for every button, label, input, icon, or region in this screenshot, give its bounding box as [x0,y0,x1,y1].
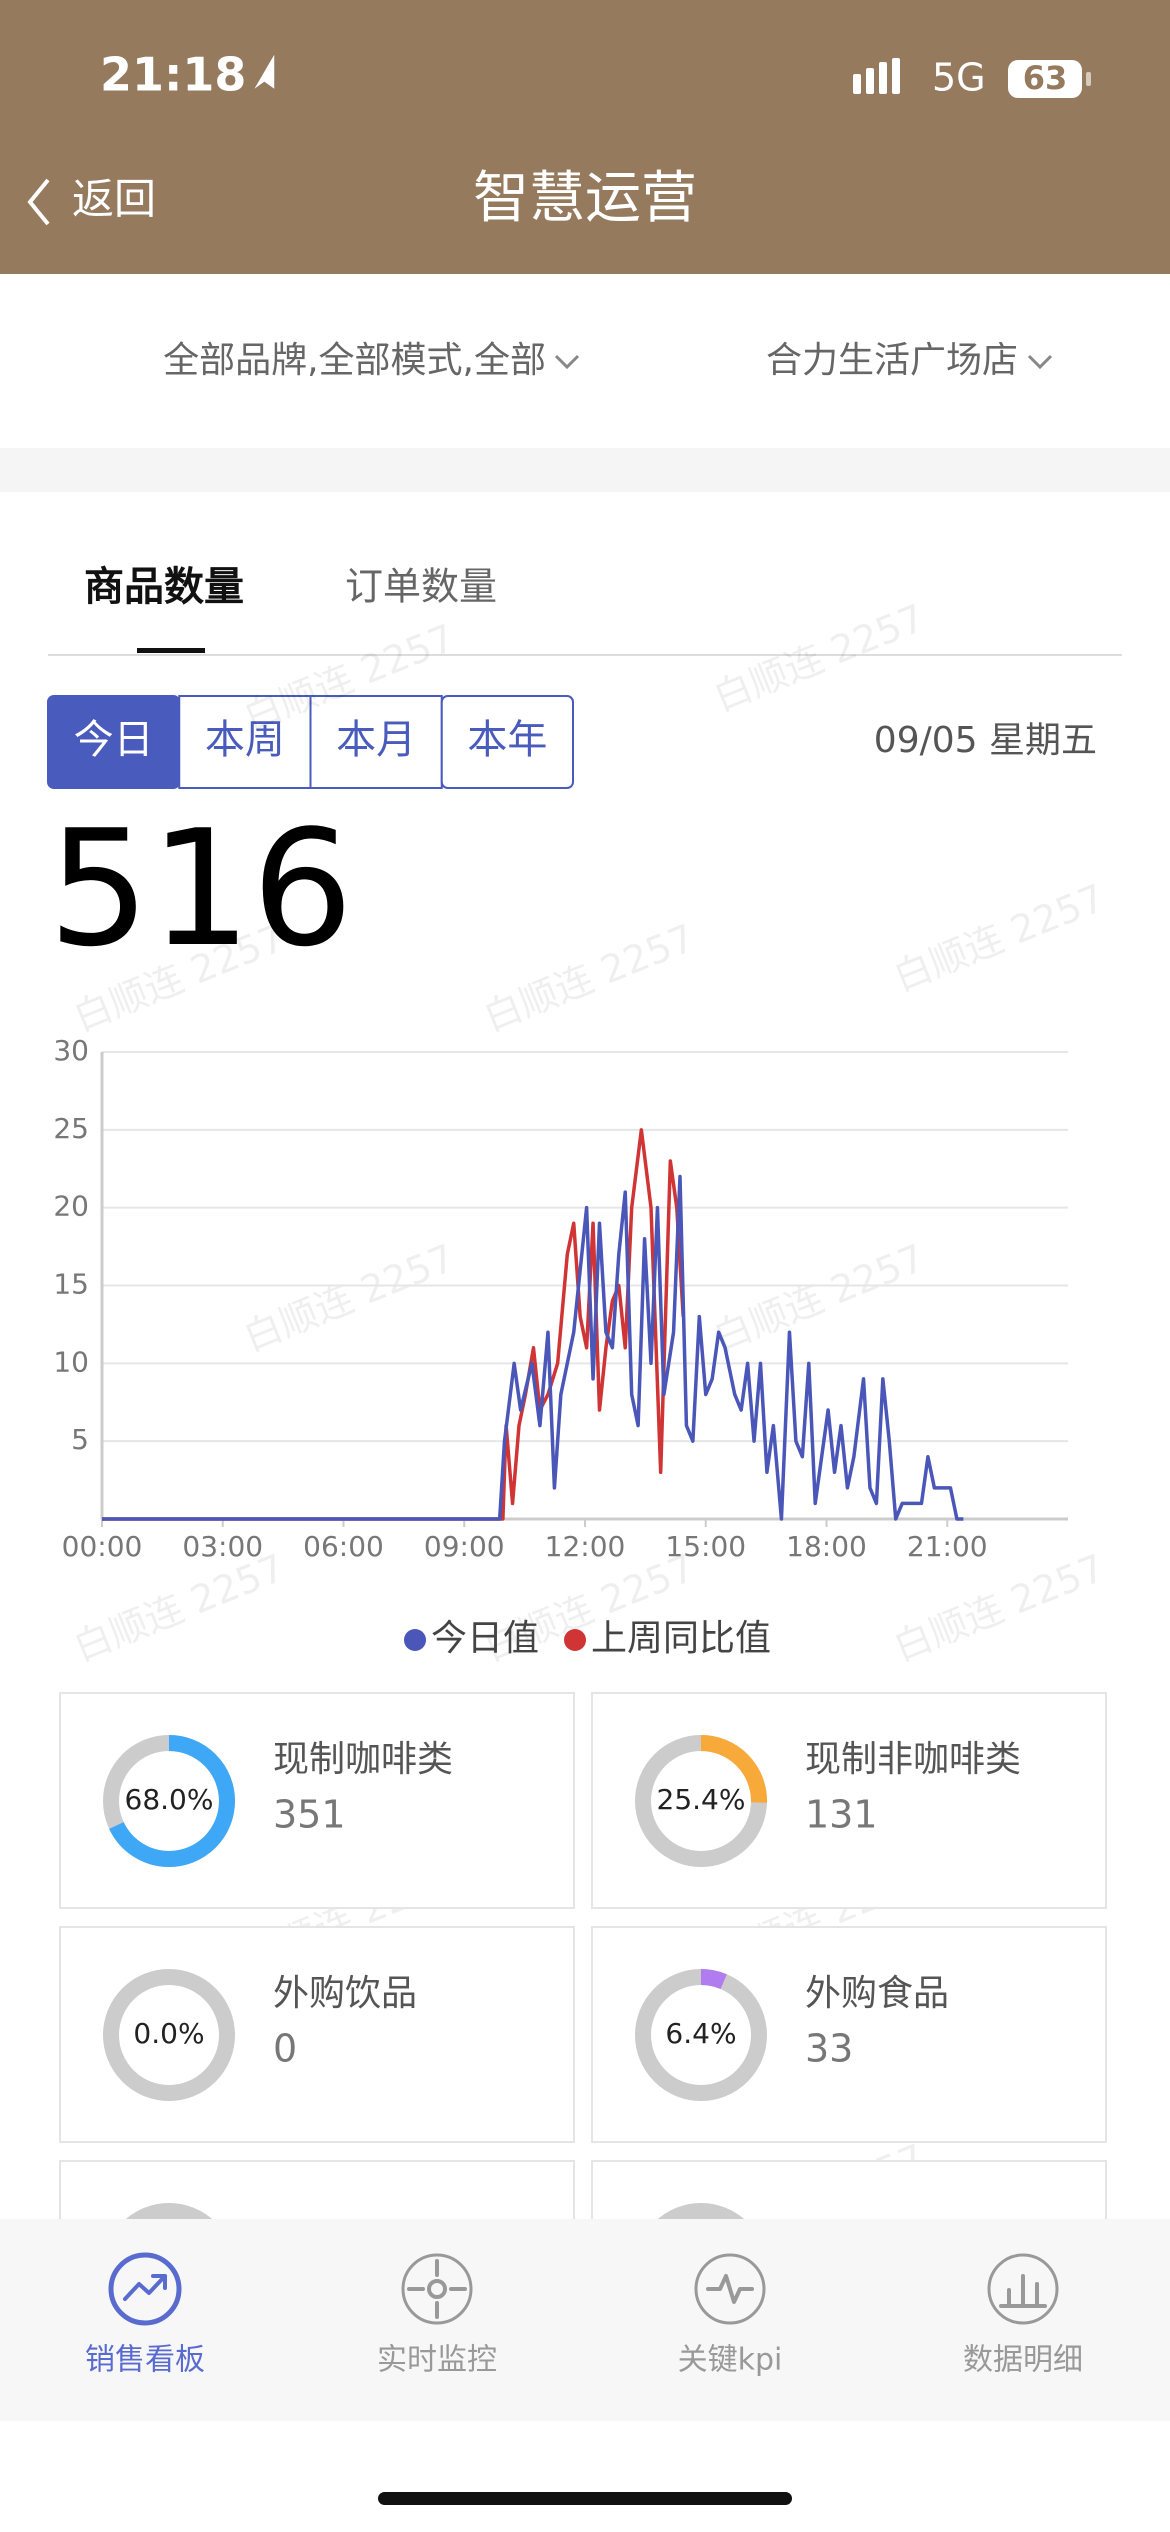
period-label: 本周 [205,717,285,763]
nav-label[interactable]: 关键kpi [678,2343,783,2378]
nav-icon[interactable] [401,2253,473,2325]
donut-arc [635,1735,767,1867]
header-bg [0,0,1170,274]
x-tick-label: 06:00 [303,1530,384,1563]
card[interactable] [59,1926,575,2143]
period-button[interactable] [309,695,443,789]
nav-label[interactable]: 数据明细 [963,2343,1083,2378]
y-tick-label: 30 [53,1034,89,1067]
legend-label: 上周同比值 [591,1618,771,1659]
x-tick-label: 12:00 [545,1530,626,1563]
x-tick-label: 21:00 [907,1530,988,1563]
signal-icon [853,58,900,94]
x-tick-label: 00:00 [62,1530,143,1563]
bottom-nav-bg [0,2219,1170,2421]
donut-label: 25.4% [657,1783,746,1816]
tab-underline [137,648,205,653]
card[interactable] [591,1926,1107,2143]
period-label: 本年 [467,717,547,763]
card-name: 外购饮品 [273,1973,417,2014]
donut-label: 68.0% [125,1783,214,1816]
y-tick-label: 25 [53,1112,89,1145]
home-area [0,2421,1170,2532]
nav-glyph [407,2259,467,2319]
y-tick-label: 10 [53,1345,89,1378]
x-tick-label: 18:00 [786,1530,867,1563]
watermark: 白顺连 2257 [68,1546,291,1670]
nav-glyph [706,2274,754,2304]
watermark: 白顺连 2257 [238,1236,461,1360]
card-value: 351 [273,1793,346,1837]
period-label: 今日 [74,717,154,763]
watermark: 白顺连 2257 [888,1546,1111,1670]
card-name: 现制非咖啡类 [805,1739,1021,1780]
series-line [102,1174,964,1521]
period-label: 本月 [336,717,416,763]
donut-track [103,1969,235,2101]
card-value: 131 [805,1793,878,1837]
legend-label: 今日值 [431,1618,539,1659]
battery [1008,60,1082,98]
card[interactable] [59,1692,575,1909]
page-title: 智慧运营 [473,166,697,231]
back-icon[interactable] [27,178,50,226]
card[interactable] [591,1692,1107,1909]
y-tick-label: 20 [53,1190,89,1223]
status-battery: 63 [1023,59,1068,97]
x-tick-label: 09:00 [424,1530,505,1563]
watermark: 白顺连 2257 [708,1236,931,1360]
chevron[interactable] [554,354,580,370]
watermark: 白顺连 2257 [708,596,931,720]
legend-dot [564,1629,586,1651]
separator [0,448,1170,492]
x-tick-label: 15:00 [665,1530,746,1563]
filter[interactable]: 合力生活广场店 [766,340,1018,381]
watermark: 白顺连 2257 [478,916,701,1040]
chevron[interactable] [1027,354,1053,370]
donut-arc [103,1735,235,1867]
series-line [102,1128,685,1521]
nav-glyph [999,2274,1047,2308]
y-tick-label: 5 [71,1423,89,1456]
card-value: 0 [273,2027,297,2071]
home-indicator [378,2492,792,2505]
tab[interactable]: 订单数量 [345,565,497,609]
filter[interactable]: 全部品牌,全部模式,全部 [163,340,546,381]
donut-arc [635,1969,767,2101]
nav-label[interactable]: 实时监控 [377,2343,497,2378]
nav-icon[interactable] [987,2253,1059,2325]
period-button[interactable] [440,695,574,789]
y-tick-label: 15 [53,1268,89,1301]
status-network: 5G [932,56,986,100]
status-time: 21:18 [100,48,246,102]
nav-icon[interactable] [694,2253,766,2325]
nav-icon[interactable] [108,2252,182,2326]
tab-active[interactable]: 商品数量 [84,564,244,610]
donut-label: 0.0% [133,2017,204,2050]
total: 516 [48,795,353,982]
card-value: 33 [805,2027,853,2071]
card-name: 现制咖啡类 [273,1739,453,1780]
nav-glyph [123,2274,167,2301]
date: 09/05 星期五 [874,720,1097,761]
legend-dot [404,1629,426,1651]
nav-label[interactable]: 销售看板 [85,2343,205,2378]
back-label[interactable]: 返回 [72,175,156,224]
battery-tip [1086,72,1091,86]
donut-label: 6.4% [665,2017,736,2050]
watermark: 白顺连 2257 [888,876,1111,1000]
card-name: 外购食品 [805,1973,949,2014]
x-tick-label: 03:00 [182,1530,263,1563]
